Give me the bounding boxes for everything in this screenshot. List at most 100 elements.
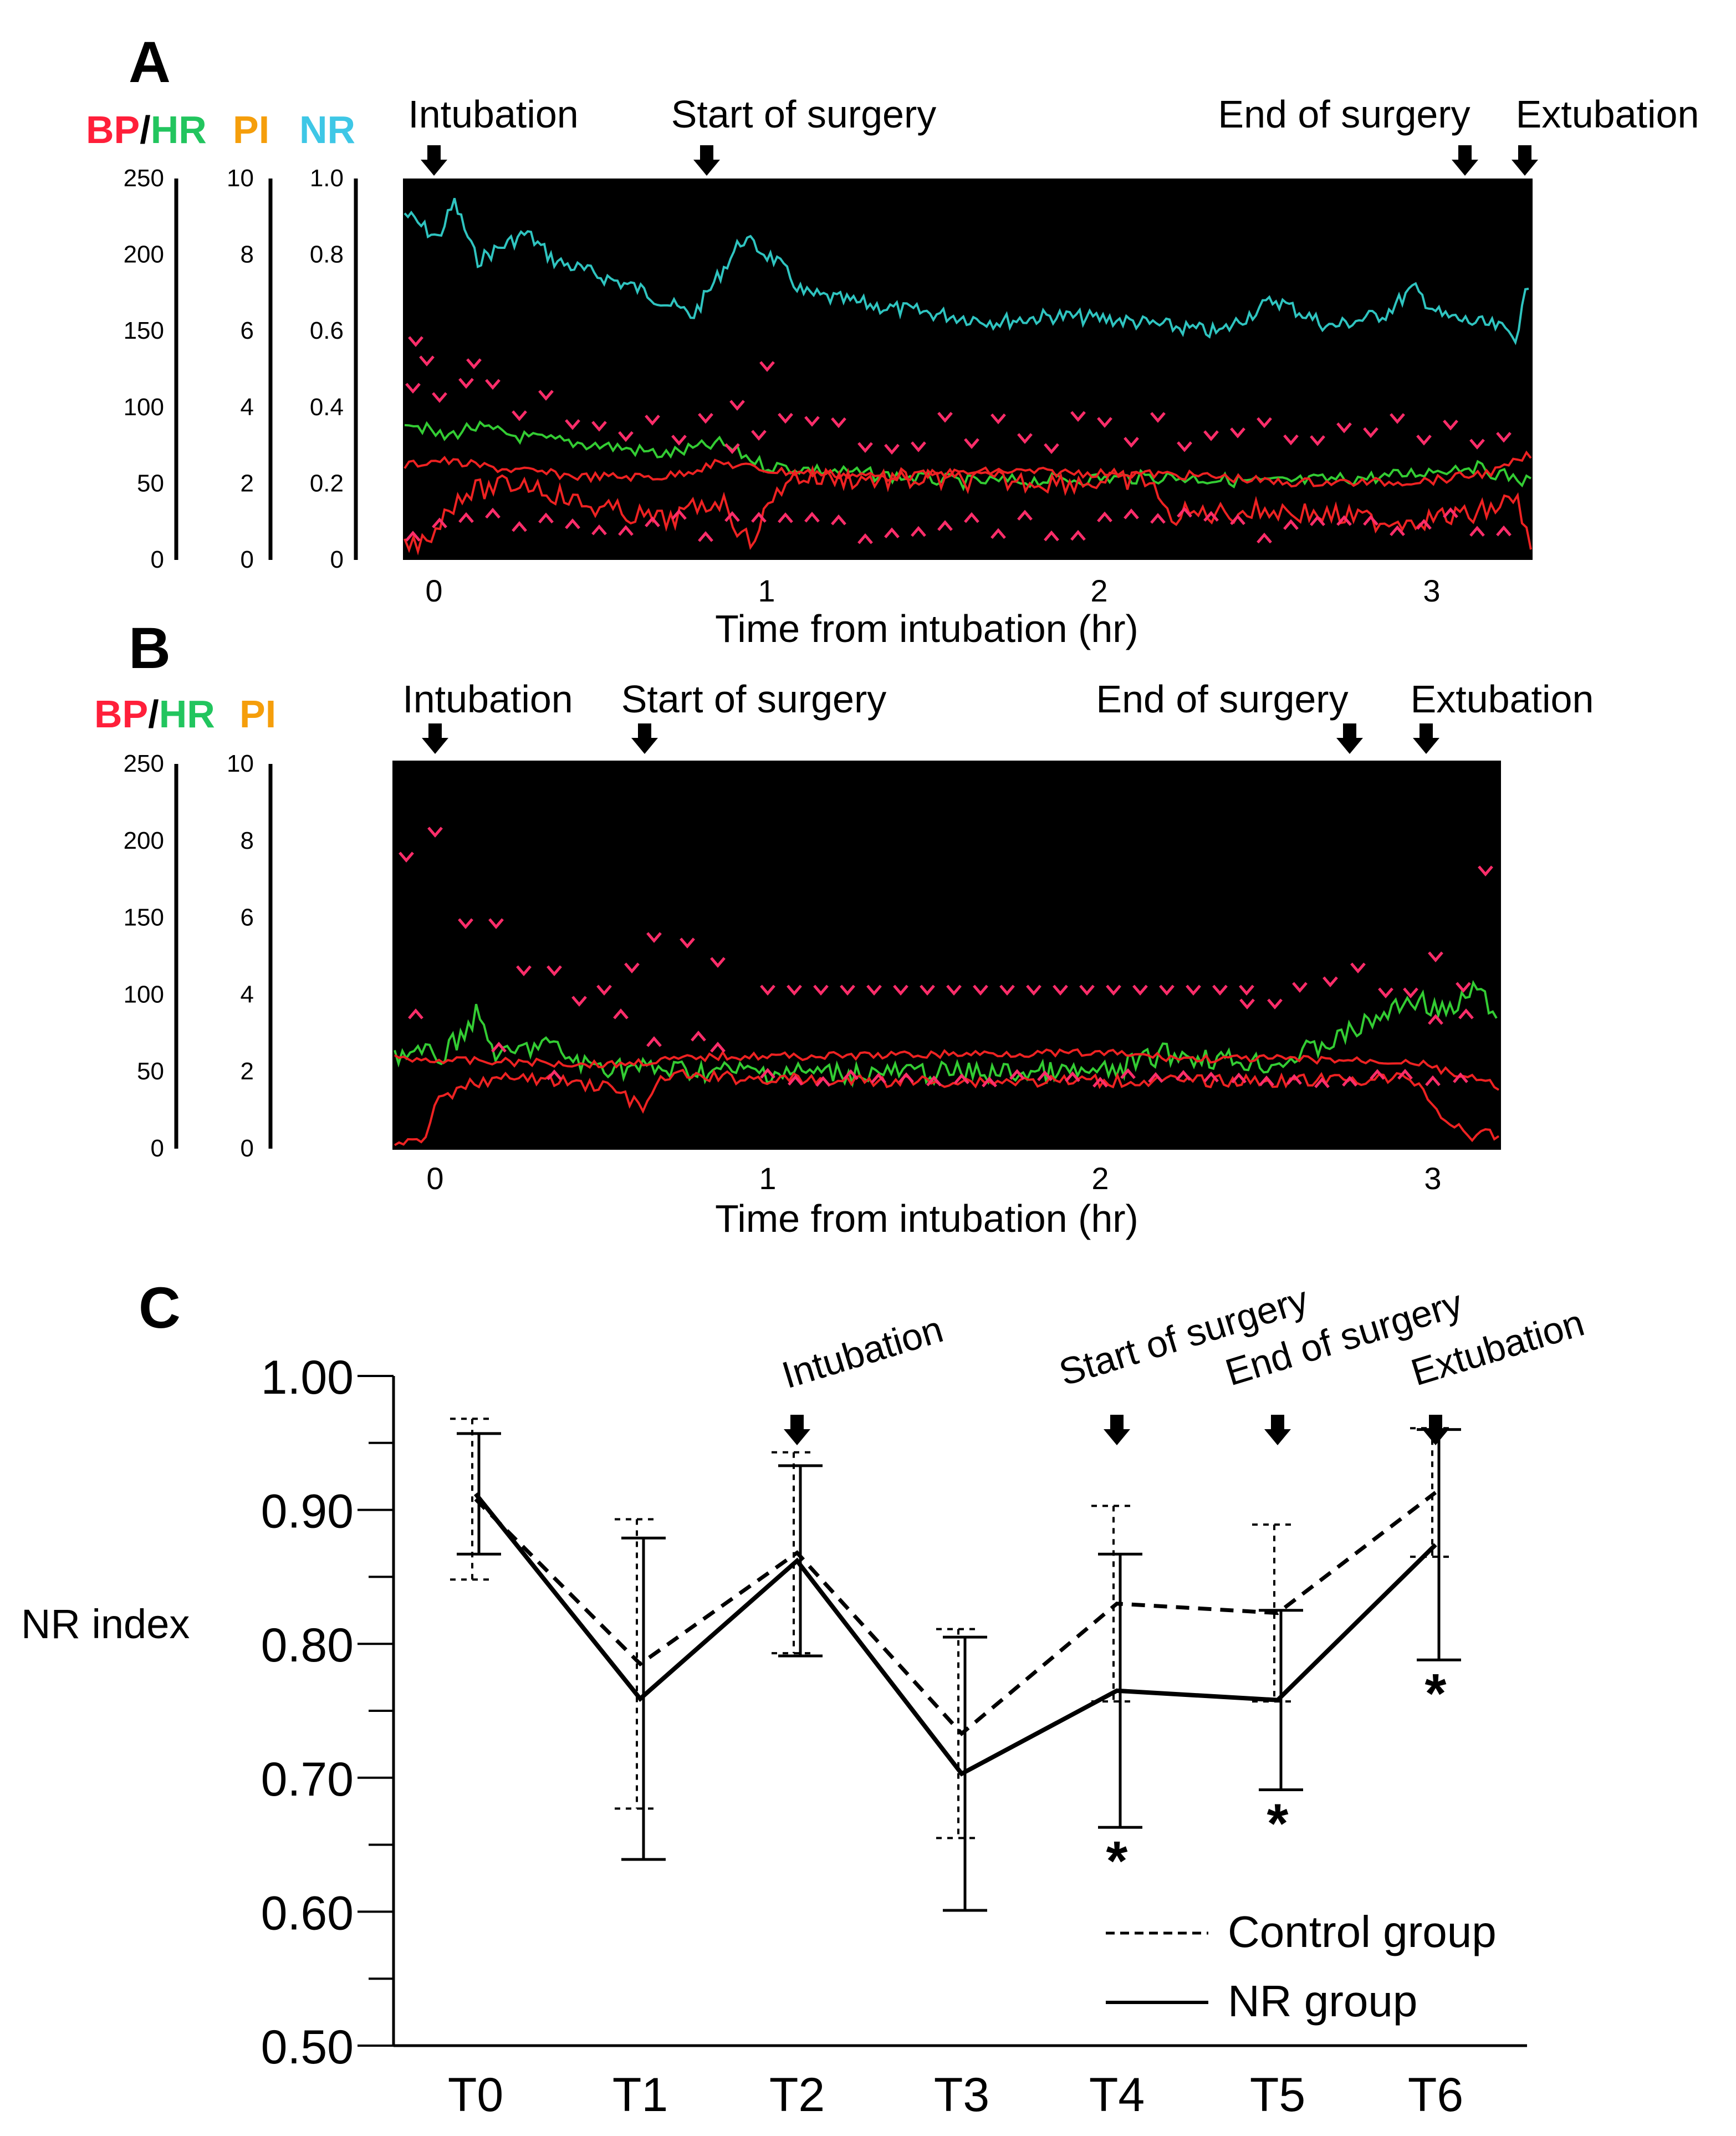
bp-systolic-marker-27 [1159,985,1175,996]
bp-diastolic-marker-9 [815,1075,831,1087]
bp-diastolic-marker-21 [1148,1072,1163,1083]
bp-diastolic-marker-22 [1176,1070,1191,1081]
bp-systolic-marker-42 [408,336,423,347]
bp-diastolic-marker-38 [1416,518,1432,530]
scale-tick-1-4: 2 [241,1058,254,1085]
bp-systolic-marker-29 [1177,441,1192,452]
bp-systolic-marker-38 [1428,951,1443,962]
bp-diastolic-trace [404,465,1532,555]
bp-diastolic-marker-15 [982,1076,997,1088]
legend-label-nr: NR group [1228,1976,1417,2026]
scale-tick-0-3: 100 [124,981,164,1008]
bp-diastolic-marker-1 [432,517,447,529]
pi-title-b: PI [239,692,276,736]
bp-diastolic-marker-30 [1397,1069,1413,1080]
bp-diastolic-marker-32 [1257,532,1272,544]
bp-systolic-marker-5 [547,965,562,976]
bp-systolic-marker-23 [1053,985,1068,996]
scale-tick-1-3: 4 [241,981,254,1008]
annotation-arrow-1 [1104,1415,1130,1445]
bp-systolic-marker-36 [1363,427,1378,439]
event-label-3: Extubation [1411,677,1594,721]
bp-diastolic-marker-26 [1286,1074,1302,1085]
x-tick-label-T1: T1 [612,2068,668,2122]
event-label-3: Extubation [1516,93,1699,136]
bp-diastolic-marker-8 [788,1074,803,1086]
bp-systolic-marker-14 [813,985,829,996]
bp-diastolic-marker-31 [1425,1075,1441,1087]
bp-diastolic-marker-39 [1443,507,1458,518]
bp-diastolic-marker-21 [964,512,979,523]
bp-systolic-marker-11 [710,957,726,968]
x-label-a: Time from intubation (hr) [715,607,1138,650]
bp-systolic-marker-20 [973,985,988,996]
monitor-plot-a [403,179,1533,560]
bp-diastolic-marker-35 [1336,515,1352,526]
bp-diastolic-marker-17 [1037,1070,1053,1082]
bp-systolic-marker-14 [778,412,793,424]
annotation-label-0: Intubation [777,1308,948,1396]
event-arrow-1 [693,145,720,176]
bp-systolic-marker-0 [399,852,414,863]
bp-diastolic-marker-24 [1044,530,1059,542]
bp-systolic-marker-21 [999,985,1015,996]
y-label-c: NR index [21,1601,190,1647]
y-tick-label-1: 0.90 [261,1485,354,1538]
scale-tick-1-0: 10 [227,750,254,777]
bp-systolic-marker-7 [596,985,612,996]
event-arrow-0 [421,145,447,176]
bp-diastolic-marker-10 [843,1069,859,1080]
bp-systolic-marker-32 [1267,998,1283,1010]
bp-diastolic-marker-17 [857,533,873,544]
bp-diastolic-marker-24 [1231,1072,1247,1084]
event-arrow-0 [422,723,448,754]
bp-systolic-marker-1 [432,392,447,403]
bp-systolic-marker-3 [485,379,501,390]
bp-systolic-marker-37 [1390,413,1405,424]
bp-systolic-marker-5 [538,390,554,401]
panel-label-a: A [129,30,171,95]
scale-tick-0-1: 200 [124,241,164,268]
annotation-arrow-3 [1422,1415,1449,1445]
bp-diastolic-marker-6 [710,1042,726,1053]
bp-diastolic-marker-13 [751,512,767,523]
scale-tick-1-0: 10 [227,165,254,192]
significance-star-T6: * [1425,1663,1447,1725]
y-tick-label-3: 0.70 [261,1753,354,1806]
bp-systolic-marker-2 [458,918,473,929]
x-tick-3: 3 [1424,1161,1441,1196]
bp-diastolic-marker-2 [547,1069,562,1080]
bp-diastolic-marker-25 [1259,1075,1274,1087]
bp-systolic-marker-34 [1310,435,1325,446]
bp-systolic-marker-7 [591,421,607,432]
event-markers-b: Intubation Start of surgery End of surgery… [402,677,1594,754]
bp-diastolic-marker-11 [698,531,713,542]
bp-diastolic-marker-14 [954,1073,969,1084]
x-ticks-b: 0 1 2 3 [426,1161,1441,1196]
bp-systolic-marker-20 [937,411,953,423]
bp-systolic-marker-8 [618,431,634,442]
bp-diastolic-marker-40 [1469,526,1485,537]
bp-systolic-marker-28 [1150,412,1166,423]
scale-tick-0-4: 50 [137,1058,164,1085]
bp-systolic-marker-44 [466,358,482,369]
bp-systolic-marker-4 [512,410,527,421]
bp-systolic-marker-30 [1239,985,1254,996]
scale-tick-0-0: 250 [124,165,164,192]
significance-star-T5: * [1267,1793,1289,1855]
bp-diastolic-marker-37 [1390,525,1405,537]
bp-diastolic-marker-9 [645,516,660,528]
scale-tick-2-0: 1.0 [310,165,344,192]
x-tick-3: 3 [1423,573,1440,608]
bp-systolic-marker-46 [729,400,745,411]
bp-systolic-marker-22 [990,413,1006,425]
bp-diastolic-marker-34 [1310,515,1325,526]
bp-systolic-marker-19 [946,985,962,996]
bp-systolic-marker-40 [1478,865,1493,876]
bp-title: BP [86,108,140,151]
bp-diastolic-marker-31 [1230,514,1245,526]
event-label-2: End of surgery [1218,93,1470,136]
bp-title-b: BP [94,692,148,736]
bp-systolic-marker-9 [645,415,660,426]
bp-systolic-marker-45 [759,361,775,372]
